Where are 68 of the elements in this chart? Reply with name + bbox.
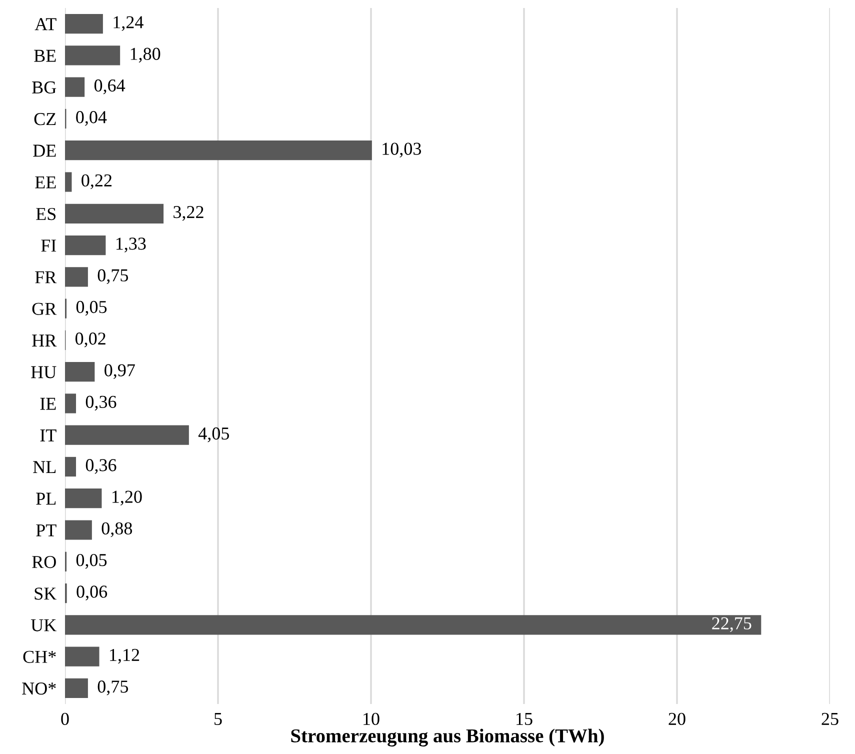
bar <box>65 172 72 192</box>
y-tick-label: SK <box>34 588 56 600</box>
bar <box>65 646 100 666</box>
data-label: 0,36 <box>86 459 116 474</box>
data-label: 22,75 <box>712 617 752 632</box>
data-label: 0,22 <box>82 174 112 190</box>
y-tick-label: HU <box>31 366 56 378</box>
y-tick-label: FR <box>35 271 57 284</box>
bar <box>65 425 189 445</box>
x-tick-label: 15 <box>516 712 532 726</box>
y-tick-label: IT <box>40 430 56 442</box>
data-label: 1,20 <box>112 490 142 506</box>
y-tick-label: ES <box>36 208 56 220</box>
bar <box>65 77 85 97</box>
y-tick-label: CH* <box>23 650 56 663</box>
bar <box>65 488 102 508</box>
bar <box>65 46 120 66</box>
y-tick-label: PL <box>36 492 56 505</box>
bar <box>65 678 88 698</box>
bar <box>65 362 95 382</box>
data-label: 0,88 <box>102 522 132 538</box>
y-tick-label: DE <box>33 144 56 157</box>
bar <box>65 140 372 160</box>
bar <box>65 394 76 414</box>
bar <box>65 615 762 635</box>
y-tick-label: CZ <box>34 113 56 126</box>
y-tick-label: PT <box>36 524 56 536</box>
data-label: 0,36 <box>86 396 116 411</box>
y-tick-label: NL <box>33 461 56 473</box>
x-tick-label: 10 <box>364 712 380 726</box>
y-tick-label: BG <box>32 81 56 94</box>
data-label: 3,22 <box>174 206 204 221</box>
x-tick-label: 5 <box>214 713 222 726</box>
bar <box>65 235 106 256</box>
y-tick-label: NO* <box>22 682 56 695</box>
bar <box>65 456 76 477</box>
data-label: 0,05 <box>76 554 107 569</box>
y-tick-label: AT <box>34 18 56 30</box>
data-label: 1,12 <box>110 648 140 664</box>
y-tick-label: IE <box>40 398 56 410</box>
data-label: 0,06 <box>76 586 108 600</box>
bar <box>65 520 92 540</box>
x-tick-label: 0 <box>61 712 69 726</box>
data-label: 1,80 <box>130 48 160 63</box>
bar <box>65 204 164 224</box>
data-label: 0,02 <box>75 332 106 348</box>
data-label: 0,04 <box>76 111 107 126</box>
y-tick-label: EE <box>35 176 56 188</box>
data-label: 0,97 <box>104 364 135 379</box>
y-tick-label: UK <box>30 619 56 632</box>
data-label: 0,64 <box>94 79 126 94</box>
y-tick-label: FI <box>41 240 56 252</box>
bar <box>65 267 88 287</box>
data-label: 4,05 <box>198 427 229 442</box>
data-label: 1,33 <box>116 238 146 252</box>
x-axis-title: Stromerzeugung aus Biomasse (TWh) <box>291 728 604 746</box>
bar <box>65 14 103 34</box>
y-tick-label: HR <box>32 334 57 346</box>
data-label: 0,75 <box>98 680 128 696</box>
data-label: 0,75 <box>98 269 128 284</box>
x-tick-label: 25 <box>822 712 838 726</box>
data-label: 0,05 <box>76 300 107 316</box>
data-label: 1,24 <box>114 16 144 31</box>
data-label: 10,03 <box>382 142 422 158</box>
y-tick-label: RO <box>32 556 56 568</box>
y-tick-label: BE <box>34 50 56 62</box>
x-tick-label: 20 <box>668 712 686 726</box>
y-tick-label: GR <box>32 302 57 315</box>
